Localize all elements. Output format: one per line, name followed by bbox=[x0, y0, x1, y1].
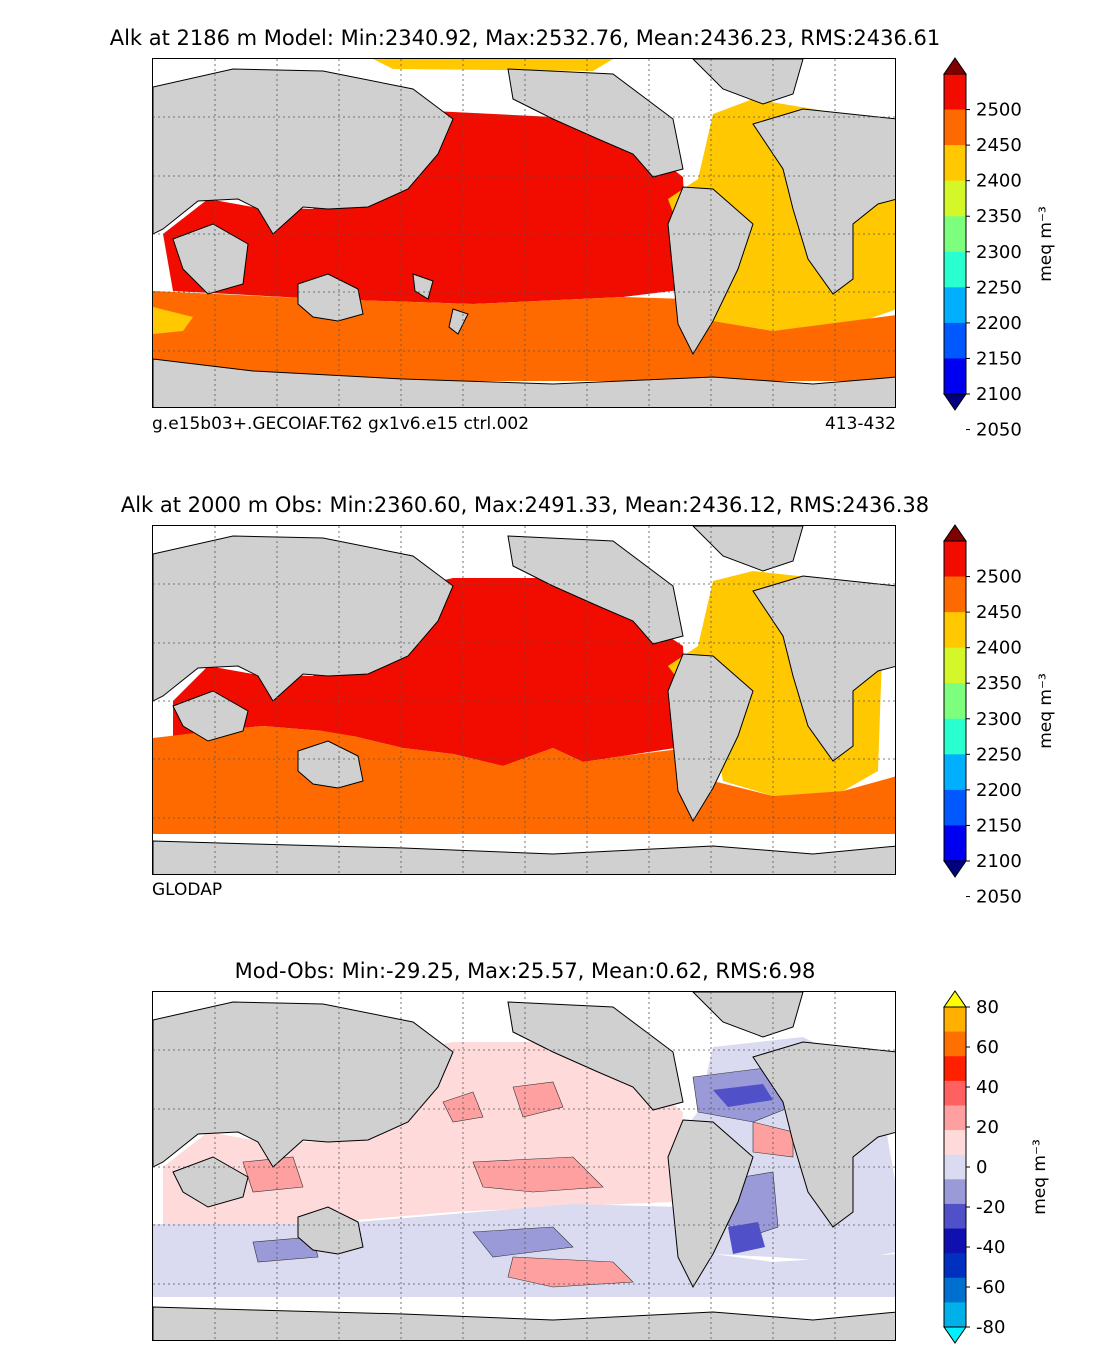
colorbar-segment bbox=[944, 1080, 966, 1106]
colorbar-segment bbox=[944, 1056, 966, 1082]
colorbar-segment bbox=[944, 754, 966, 791]
colorbar-tick-label: 40 bbox=[976, 1077, 999, 1098]
colorbar-tick-label: 60 bbox=[976, 1037, 999, 1058]
panel2-caption-left: GLODAP bbox=[152, 880, 223, 900]
colorbar-segment bbox=[944, 1253, 966, 1279]
colorbar-segment bbox=[944, 1179, 966, 1205]
colorbar-segment bbox=[944, 1105, 966, 1131]
colorbar-tick-label: 80 bbox=[976, 997, 999, 1018]
panel3-colorbar: 80 60 40 20 0 -20 -40 -60 -80 meq m⁻³ bbox=[940, 990, 1050, 1344]
panel1-caption-left: g.e15b03+.GECOIAF.T62 gx1v6.e15 ctrl.002 bbox=[152, 414, 530, 434]
panel1-colorbar: 2500 2450 2400 2350 2300 2250 2200 2150 2100 2050… bbox=[940, 57, 1056, 441]
colorbar-tick-label: 2400 bbox=[976, 638, 1022, 659]
colorbar-segment bbox=[944, 612, 966, 649]
colorbar-extend-bottom bbox=[943, 393, 967, 411]
colorbar-segment bbox=[944, 1154, 966, 1180]
panel3-colorbar-unit: meq m⁻³ bbox=[1030, 1139, 1050, 1215]
colorbar-segment bbox=[944, 647, 966, 684]
panel2-map bbox=[152, 525, 896, 875]
colorbar-segment bbox=[944, 1228, 966, 1254]
colorbar-segment bbox=[944, 825, 966, 862]
colorbar-segment bbox=[944, 576, 966, 613]
colorbar-segment bbox=[944, 180, 966, 217]
colorbar-segment bbox=[944, 251, 966, 288]
colorbar-extend-bottom bbox=[943, 1326, 967, 1344]
colorbar-extend-top bbox=[943, 57, 967, 75]
colorbar-tick-label: 2150 bbox=[976, 815, 1022, 836]
colorbar-segment bbox=[944, 287, 966, 324]
colorbar-tick-label: 2200 bbox=[976, 780, 1022, 801]
panel2-colorbar: 2500 2450 2400 2350 2300 2250 2200 2150 2100 2050… bbox=[940, 524, 1056, 908]
colorbar-tick-label: 2350 bbox=[976, 206, 1022, 227]
colorbar-tick-label: -20 bbox=[976, 1197, 1005, 1218]
colorbar-segment bbox=[944, 1130, 966, 1156]
colorbar-segment bbox=[944, 216, 966, 253]
colorbar-segment bbox=[944, 1277, 966, 1303]
colorbar-tick-label: 0 bbox=[976, 1157, 987, 1178]
colorbar-extend-bottom bbox=[943, 860, 967, 878]
colorbar-tick-label: 2050 bbox=[976, 887, 1022, 908]
colorbar-tick-label: 2050 bbox=[976, 420, 1022, 441]
colorbar-tick-label: 2250 bbox=[976, 744, 1022, 765]
colorbar-segment bbox=[944, 718, 966, 755]
colorbar-tick-label: 2200 bbox=[976, 313, 1022, 334]
colorbar-tick-label: 2100 bbox=[976, 384, 1022, 405]
colorbar-tick-label: 20 bbox=[976, 1117, 999, 1138]
colorbar-segment bbox=[944, 109, 966, 146]
colorbar-frame bbox=[943, 540, 967, 862]
colorbar-segment bbox=[944, 541, 966, 578]
panel1-title: Alk at 2186 m Model: Min:2340.92, Max:25… bbox=[109, 26, 941, 50]
panel3-title: Mod-Obs: Min:-29.25, Max:25.57, Mean:0.6… bbox=[234, 959, 816, 983]
colorbar-segment bbox=[944, 358, 966, 395]
colorbar-tick-label: 2150 bbox=[976, 348, 1022, 369]
colorbar-tick-label: 2400 bbox=[976, 171, 1022, 192]
colorbar-segment bbox=[944, 1203, 966, 1230]
panel1-caption-right: 413-432 bbox=[824, 414, 896, 434]
colorbar-frame bbox=[943, 73, 967, 395]
colorbar-tick-label: 2300 bbox=[976, 242, 1022, 263]
colorbar-tick-label: -60 bbox=[976, 1277, 1005, 1298]
colorbar-extend-top bbox=[943, 990, 967, 1008]
colorbar-tick-label: 2300 bbox=[976, 709, 1022, 730]
panel1-map bbox=[152, 58, 896, 408]
colorbar-extend-top bbox=[943, 524, 967, 542]
panel2-colorbar-unit: meq m⁻³ bbox=[1036, 673, 1056, 749]
colorbar-segment bbox=[944, 1007, 966, 1033]
colorbar-tick-label: 2100 bbox=[976, 851, 1022, 872]
colorbar-tick-label: 2500 bbox=[976, 567, 1022, 588]
colorbar-tick-label: 2350 bbox=[976, 673, 1022, 694]
colorbar-segment bbox=[944, 1031, 966, 1057]
colorbar-segment bbox=[944, 789, 966, 826]
panel1-colorbar-unit: meq m⁻³ bbox=[1036, 206, 1056, 282]
colorbar-tick-label: -80 bbox=[976, 1317, 1005, 1338]
panel2-title: Alk at 2000 m Obs: Min:2360.60, Max:2491… bbox=[120, 493, 930, 517]
colorbar-tick-label: 2250 bbox=[976, 277, 1022, 298]
colorbar-segment bbox=[944, 322, 966, 359]
colorbar-segment bbox=[944, 145, 966, 182]
colorbar-segment bbox=[944, 683, 966, 720]
colorbar-tick-label: 2450 bbox=[976, 602, 1022, 623]
colorbar-segment bbox=[944, 74, 966, 111]
colorbar-tick-label: 2450 bbox=[976, 135, 1022, 156]
colorbar-tick-label: 2500 bbox=[976, 100, 1022, 121]
colorbar-tick-label: -40 bbox=[976, 1237, 1005, 1258]
panel3-map bbox=[152, 991, 896, 1341]
colorbar-segment bbox=[944, 1302, 966, 1328]
